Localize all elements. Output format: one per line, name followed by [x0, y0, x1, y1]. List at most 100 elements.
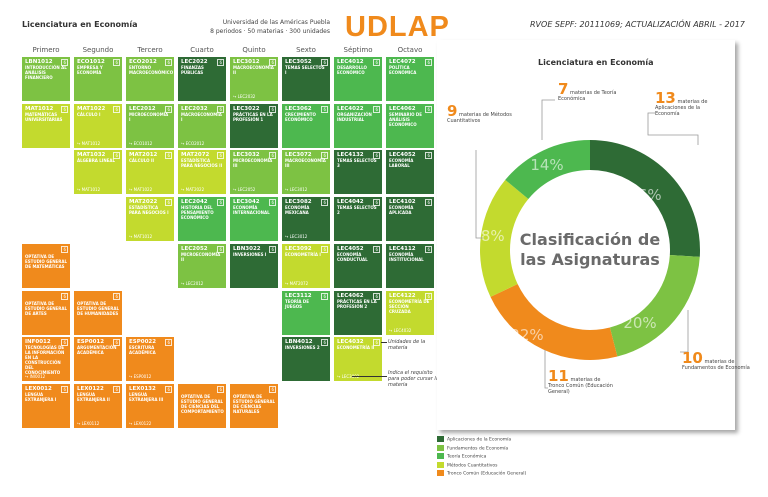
course-card[interactable]: LEC4022 Organización industrial 6 [334, 103, 382, 148]
prerequisite: ↪ LEC2052 [233, 187, 256, 193]
course-code: LEX0122 [77, 385, 104, 392]
prerequisite: ↪ LEC2032 [233, 94, 256, 99]
course-card[interactable]: LEC4042 Temas selectos 26 [334, 197, 382, 242]
course-code: LEC4052 [337, 245, 364, 252]
course-card[interactable]: LEC4012 Desarrollo económico 6 [334, 57, 382, 101]
course-card[interactable]: Optativa de estudio general de artes 6 [22, 290, 70, 335]
course-card[interactable]: Optativa de estudio general de ciencias … [178, 383, 226, 428]
course-card[interactable]: MAT1022 Cálculo I 6 ↪ MAT1012 [74, 103, 122, 148]
course-name: Economía aplicada [389, 205, 414, 216]
units-badge: 6 [373, 339, 380, 347]
course-card[interactable]: LEC2012 Microeconomía I 6 ↪ ECO1012 [126, 103, 174, 148]
period-header: Tercero [137, 46, 163, 54]
course-code: INF0012 [25, 339, 51, 346]
slice-callout: 11 materias de Tronco Común (Educación G… [548, 369, 618, 396]
chart-center-label: Clasificación de las Asignaturas [519, 230, 661, 269]
course-card[interactable]: Optativa de estudio general de matemátic… [22, 243, 70, 288]
course-card[interactable]: LEC3072 Macroeconomía III 6 ↪ LEC3012 [282, 150, 330, 195]
course-card[interactable]: MAT2072 Estadística para negocios II 6 ↪ MA… [178, 150, 226, 195]
course-card[interactable]: ESP0012 Argumentación académica 6 [74, 337, 122, 382]
course-name: Álgebra lineal [77, 158, 116, 164]
course-card[interactable]: LEC3042 Economía internacional 6 [230, 197, 278, 242]
course-card[interactable]: LEC3062 Crecimiento económico 6 [282, 103, 330, 148]
course-name: Temas selectos I [285, 65, 325, 75]
course-card[interactable]: LEC4052 Economía conductual 6 [334, 243, 382, 288]
course-name: Estadística para negocios II [181, 158, 223, 169]
units-badge: 6 [373, 199, 380, 207]
course-card[interactable]: LEC3022 Prácticas en la profesión 16 [230, 103, 278, 148]
course-card[interactable]: MAT1032 Álgebra lineal 6 ↪ MAT1012 [74, 150, 122, 195]
course-card[interactable]: ESP0022 Escritura académica 6 ↪ ESP0012 [126, 337, 174, 382]
course-card[interactable]: LEC4132 Temas selectos 36 [334, 150, 382, 195]
course-card[interactable]: LEC4072 Política económica 6 [386, 57, 434, 101]
units-badge: 6 [321, 152, 328, 160]
slice-percent-label: 26% [628, 186, 661, 204]
units-badge: 6 [61, 105, 68, 113]
units-badge: 6 [321, 339, 328, 347]
course-card[interactable]: LBN1012 Introducción al análisis financie… [22, 57, 70, 101]
course-card[interactable]: LEX0122 Lengua extranjera II 6 ↪ LEX0112 [74, 383, 122, 428]
course-code: LEC3052 [285, 59, 312, 65]
course-code: LEC4072 [389, 59, 416, 65]
course-code: LEC2032 [181, 105, 208, 112]
course-card[interactable]: Optativa de estudio general de humanidad… [74, 290, 122, 335]
course-code: LEC3072 [285, 152, 312, 159]
prerequisite: ↪ MAT2022 [181, 187, 205, 193]
course-card[interactable]: LEX0012 Lengua extranjera I 6 [22, 383, 70, 428]
prerequisite-code: LEC2012 [185, 280, 204, 286]
course-card[interactable]: LEC4062 Prácticas en la profesión 26 [334, 290, 382, 335]
course-code: LEX0012 [25, 385, 52, 392]
course-card[interactable]: LEX0132 Lengua extranjera III 6 ↪ LEX0122 [126, 383, 174, 428]
course-code: ECO1012 [77, 59, 105, 65]
units-badge: 6 [321, 245, 328, 253]
course-name: Introducción al análisis financiero [25, 65, 67, 80]
units-badge: 6 [269, 245, 276, 253]
course-card[interactable]: MAT2012 Cálculo II 6 ↪ MAT1022 [126, 150, 174, 195]
course-card[interactable]: MAT2022 Estadística para negocios I 6 ↪ MAT… [126, 197, 174, 242]
course-card[interactable]: ECO1012 Empresa y economía 6 [74, 57, 122, 101]
course-card[interactable]: LEC3092 Econometría I 6 ↪ MAT2072 [282, 243, 330, 288]
course-card[interactable]: LEC4112 Economía institucional 6 [386, 243, 434, 288]
course-card[interactable]: LEC4032 Econometría II 6 ↪ LEC3092 [334, 337, 382, 382]
course-card[interactable]: LEC2042 Historia del pensamiento económic… [178, 197, 226, 242]
units-pointer [381, 342, 387, 343]
course-card[interactable]: LEC4102 Economía aplicada 6 [386, 197, 434, 242]
legend-label: Teoría Económica [447, 454, 487, 460]
units-badge: 6 [61, 339, 68, 347]
units-badge: 6 [321, 292, 328, 300]
prerequisite-code: ECO1012 [133, 140, 153, 146]
course-card[interactable]: ECO2012 Entorno macroeconómico 6 [126, 57, 174, 101]
course-card[interactable]: LEC3012 Macroeconomía II 6 ↪ LEC2032 [230, 57, 278, 101]
course-card[interactable]: LBN4012 Inversiones 26 [282, 337, 330, 382]
course-card[interactable]: LEC3082 Economía mexicana 6 ↪ LEC3012 [282, 197, 330, 242]
course-card[interactable]: LBN3022 Inversiones I6 [230, 243, 278, 288]
units-badge: 6 [269, 385, 276, 393]
units-badge: 6 [217, 245, 224, 253]
course-card[interactable]: LEC4052 Economía laboral 6 [386, 150, 434, 195]
course-name: Economía conductual [337, 251, 368, 262]
course-code: ESP0022 [129, 339, 157, 346]
course-card[interactable]: LEC4062 Seminario de análisis económico 6 [386, 103, 434, 148]
course-card[interactable]: LEC3032 Microeconomía III 6 ↪ LEC2052 [230, 150, 278, 195]
course-name: Inversiones I [233, 251, 267, 257]
period-header: Primero [32, 46, 60, 54]
course-card[interactable]: LEC2052 Microeconomía II 6 ↪ LEC2012 [178, 243, 226, 288]
units-badge: 6 [373, 152, 380, 160]
course-name: Prácticas en la profesión 1 [233, 111, 273, 122]
course-code: LEC2012 [129, 105, 156, 112]
prerequisite-code: ECO2012 [185, 140, 205, 146]
course-name: Optativa de estudio general de ciencias … [181, 393, 224, 414]
course-code: MAT1022 [77, 105, 106, 112]
course-card[interactable]: LEC2032 Macroeconomía I 6 ↪ ECO2012 [178, 103, 226, 148]
course-card[interactable]: INF0012 Tecnologías de la información en … [22, 337, 70, 382]
course-card[interactable]: Optativa de estudio general de ciencias … [230, 383, 278, 428]
course-card[interactable]: LEC3112 Teoría de juegos 6 [282, 290, 330, 335]
course-card[interactable]: MAT1012 Matemáticas universitarias 6 [22, 103, 70, 148]
course-card[interactable]: LEC2022 Finanzas públicas 6 [178, 57, 226, 101]
legend-swatch [437, 444, 444, 451]
units-badge: 6 [61, 245, 68, 253]
course-name: Escritura académica [129, 345, 156, 356]
course-card[interactable]: LEC4122 Econometría de sección cruzada 6 ↪ … [386, 290, 434, 335]
course-card[interactable]: LEC3052 Temas selectos I6 [282, 57, 330, 101]
donut-slice [480, 179, 529, 297]
